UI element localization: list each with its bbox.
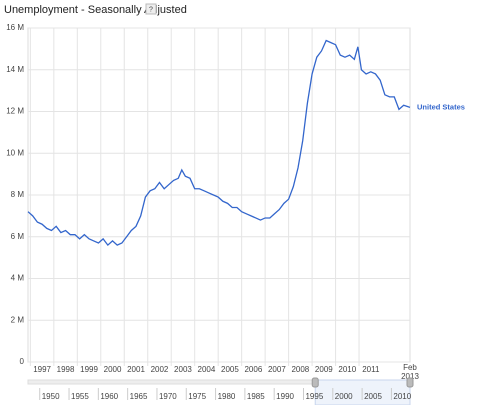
x-tick-label: 2006 [244,365,262,374]
y-tick-label: 4 M [11,274,25,283]
navigator-tick-label: 1965 [130,392,148,401]
navigator-tick-label: 1985 [247,392,265,401]
series-line [27,39,411,247]
navigator-handle[interactable] [311,377,319,388]
x-tick-label: 2004 [198,365,216,374]
x-tick-label: 1998 [57,365,75,374]
y-tick-label: 12 M [6,107,24,116]
x-tick-label: 2009 [315,365,333,374]
x-tick-label: 1997 [33,365,51,374]
navigator-tick-label: 1995 [305,392,323,401]
x-end-label: Feb [403,363,417,372]
navigator-tick-label: 1975 [188,392,206,401]
y-tick-label: 2 M [11,315,25,324]
x-tick-label: 2010 [338,365,356,374]
y-tick-label: 16 M [6,23,24,32]
navigator-tick-label: 1960 [100,392,118,401]
y-tick-label: 6 M [11,232,25,241]
x-tick-label: 2000 [104,365,122,374]
navigator-tick-label: 2010 [393,392,411,401]
y-tick-label: 14 M [6,65,24,74]
x-end-label: 2013 [401,372,419,381]
x-tick-label: 2001 [127,365,145,374]
x-tick-label: 2003 [174,365,192,374]
chart-title: Unemployment - Seasonally Adjusted [4,4,187,16]
x-tick-label: 2008 [291,365,309,374]
x-tick-label: 1999 [80,365,98,374]
help-icon[interactable] [145,3,157,15]
navigator-tick-label: 2000 [335,392,353,401]
navigator-tick-label: 1990 [276,392,294,401]
navigator-handle[interactable] [406,377,414,388]
help-icon-text[interactable]: ? [149,6,153,13]
navigator-tick-label: 1950 [42,392,60,401]
y-tick-label: 10 M [6,148,24,157]
x-tick-label: 2005 [221,365,239,374]
navigator-tick-label: 1955 [71,392,89,401]
x-tick-label: 2007 [268,365,286,374]
y-tick-label: 8 M [11,190,25,199]
x-tick-label: 2002 [151,365,169,374]
navigator-tick-label: 2005 [364,392,382,401]
series-label: United States [417,102,465,111]
y-tick-label: 0 [20,357,25,366]
navigator-tick-label: 1980 [218,392,236,401]
x-tick-label: 2011 [362,365,380,374]
navigator-tick-label: 1970 [159,392,177,401]
